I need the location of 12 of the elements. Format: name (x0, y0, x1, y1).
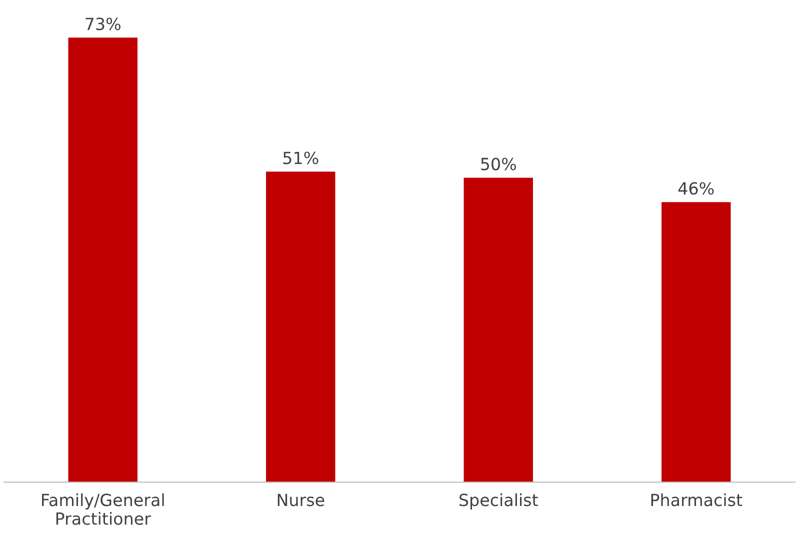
bar (266, 172, 336, 482)
data-label: 73% (86, 18, 120, 30)
bar (662, 202, 731, 482)
data-label: 50% (481, 158, 516, 170)
data-label: 46% (678, 182, 714, 195)
x-tick-label: Nurse (278, 494, 324, 506)
x-tick-label: Specialist (460, 493, 538, 510)
x-tick-label: Family/General Practitioner (42, 493, 164, 525)
x-tick-label: Pharmacist (651, 493, 742, 506)
bar (464, 178, 533, 482)
data-label: 51% (283, 152, 318, 164)
bar (68, 38, 138, 482)
